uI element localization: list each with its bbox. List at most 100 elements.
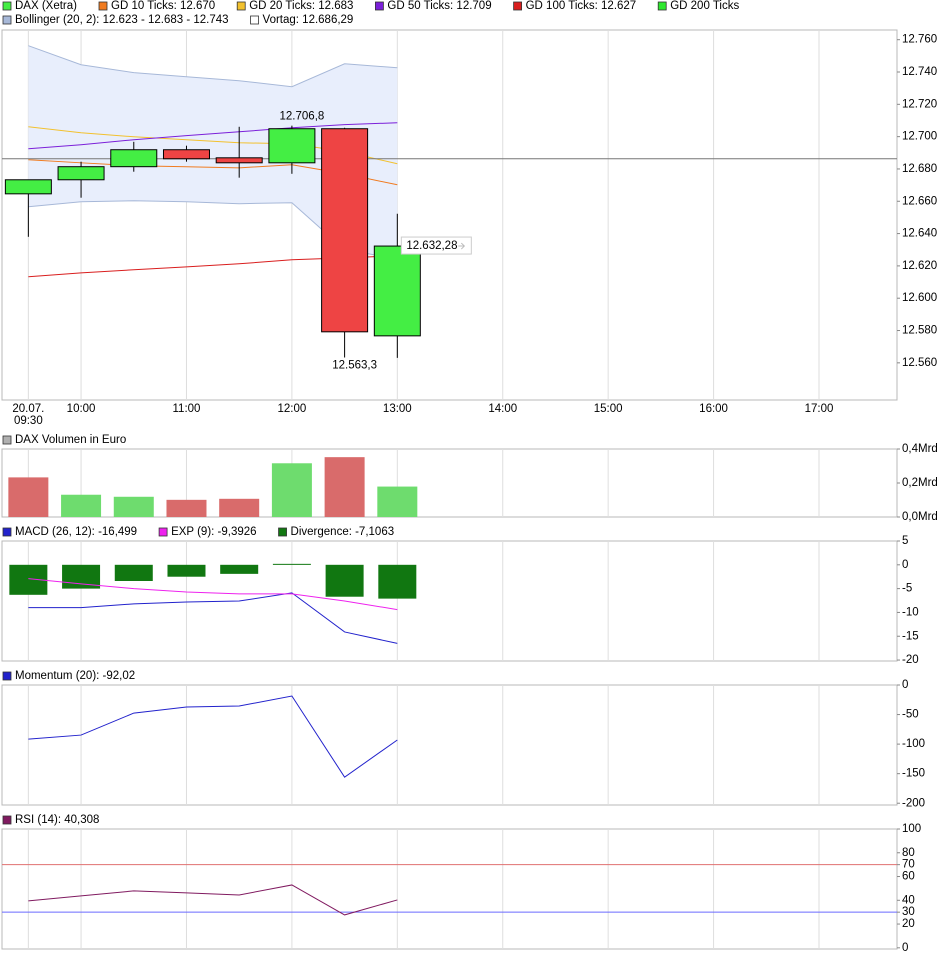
y-tick-label: -200 <box>902 797 925 809</box>
volume-bar <box>61 494 102 517</box>
y-tick-label: 0 <box>902 679 908 691</box>
indicator-line <box>28 695 398 778</box>
divergence-bar <box>220 564 259 574</box>
x-tick-label: 20.07. 09:30 <box>12 403 45 427</box>
legend-label: GD 200 Ticks <box>670 0 739 12</box>
x-tick-label: 17:00 <box>804 403 834 415</box>
y-tick-label: 12.740 <box>902 66 937 78</box>
divergence-bar <box>114 564 153 581</box>
y-tick-label: 0,2Mrd <box>902 477 938 489</box>
y-tick-label: 12.660 <box>902 195 937 207</box>
candle-body <box>4 179 52 195</box>
legend-swatch <box>375 1 384 11</box>
legend-swatch <box>2 527 12 537</box>
x-tick-label: 10:00 <box>66 403 96 415</box>
y-tick-label: 0 <box>902 942 908 954</box>
legend-label: RSI (14): 40,308 <box>15 814 99 826</box>
indicator-line <box>28 884 398 916</box>
y-tick-label: -20 <box>902 654 919 666</box>
legend-swatch <box>2 1 12 11</box>
x-tick-label: 16:00 <box>699 403 728 415</box>
y-tick-label: 12.700 <box>902 131 937 143</box>
legend-swatch <box>2 671 12 681</box>
price-box <box>400 236 472 255</box>
y-tick-label: -50 <box>902 709 919 721</box>
y-tick-label: 30 <box>902 906 915 918</box>
y-tick-label: 12.640 <box>902 228 937 240</box>
x-tick-label: 15:00 <box>593 403 623 415</box>
y-tick-label: 12.560 <box>902 357 937 369</box>
legend-label: DAX Volumen in Euro <box>15 434 126 446</box>
volume-bar <box>113 496 154 517</box>
price-label: 12.632,28 <box>406 240 457 252</box>
panel-frame <box>1 684 898 806</box>
volume-bar <box>271 463 312 517</box>
y-tick-label: 12.760 <box>902 34 937 46</box>
y-tick-label: -10 <box>902 606 919 618</box>
legend-label: GD 20 Ticks: 12.683 <box>249 0 353 12</box>
bollinger-fill <box>28 45 398 259</box>
y-tick-label: 20 <box>902 918 915 930</box>
candle-body <box>57 166 105 181</box>
legend-label: Vortag: 12.686,29 <box>263 14 354 26</box>
y-tick-label: 0,0Mrd <box>902 511 938 523</box>
volume-bar <box>8 477 49 517</box>
y-tick-label: 40 <box>902 894 915 906</box>
divergence-bar <box>325 564 364 597</box>
y-tick-label: 12.680 <box>902 163 937 175</box>
y-tick-label: 60 <box>902 871 915 883</box>
price-arrow <box>458 242 466 250</box>
moving-average <box>28 122 398 150</box>
legend-swatch <box>98 1 108 11</box>
annotation: 12.706,8 <box>280 111 325 123</box>
divergence-bar <box>167 564 206 577</box>
legend-swatch <box>2 435 12 445</box>
legend-label: GD 50 Ticks: 12.709 <box>387 0 491 12</box>
candle-body <box>321 128 369 333</box>
candle-body <box>268 128 316 164</box>
x-tick-label: 11:00 <box>172 403 201 415</box>
candle-body <box>110 149 158 168</box>
y-tick-label: 12.580 <box>902 325 937 337</box>
y-tick-label: 80 <box>902 847 915 859</box>
y-tick-label: -150 <box>902 768 925 780</box>
panel-frame <box>1 540 898 662</box>
divergence-bar <box>272 563 311 565</box>
legend-label: Divergence: -7,1063 <box>291 526 395 538</box>
y-tick-label: 100 <box>902 823 921 835</box>
panel-frame <box>1 828 898 950</box>
x-tick-label: 12:00 <box>277 403 307 415</box>
candle-body <box>215 157 263 164</box>
legend-swatch <box>236 1 246 11</box>
x-tick-label: 13:00 <box>382 403 412 415</box>
legend-label: Bollinger (20, 2): 12.623 - 12.683 - 12.… <box>15 14 229 26</box>
legend-label: GD 100 Ticks: 12.627 <box>526 0 637 12</box>
y-tick-label: 5 <box>902 535 908 547</box>
volume-bar <box>324 457 365 517</box>
legend-swatch <box>2 15 12 25</box>
divergence-bar <box>378 564 417 599</box>
y-tick-label: 12.620 <box>902 260 937 272</box>
volume-bar <box>377 486 418 517</box>
volume-bar <box>166 499 207 517</box>
annotation: 12.563,3 <box>332 360 377 372</box>
x-tick-label: 14:00 <box>488 403 518 415</box>
legend-swatch <box>250 15 259 25</box>
legend-label: GD 10 Ticks: 12.670 <box>111 0 215 12</box>
y-tick-label: -5 <box>902 583 912 595</box>
legend-swatch <box>513 1 523 11</box>
legend-label: EXP (9): -9,3926 <box>171 526 256 538</box>
legend-label: Momentum (20): -92,02 <box>15 670 135 682</box>
legend-label: DAX (Xetra) <box>15 0 77 12</box>
volume-bar <box>219 498 260 517</box>
candle-body <box>373 245 421 337</box>
legend-swatch <box>278 527 287 537</box>
y-tick-label: 0 <box>902 559 908 571</box>
legend-label: MACD (26, 12): -16,499 <box>15 526 137 538</box>
bollinger-upper <box>28 45 398 88</box>
y-tick-label: 70 <box>902 859 915 871</box>
legend-swatch <box>657 1 667 11</box>
y-tick-label: 0,4Mrd <box>902 443 938 455</box>
candle-body <box>162 149 210 160</box>
